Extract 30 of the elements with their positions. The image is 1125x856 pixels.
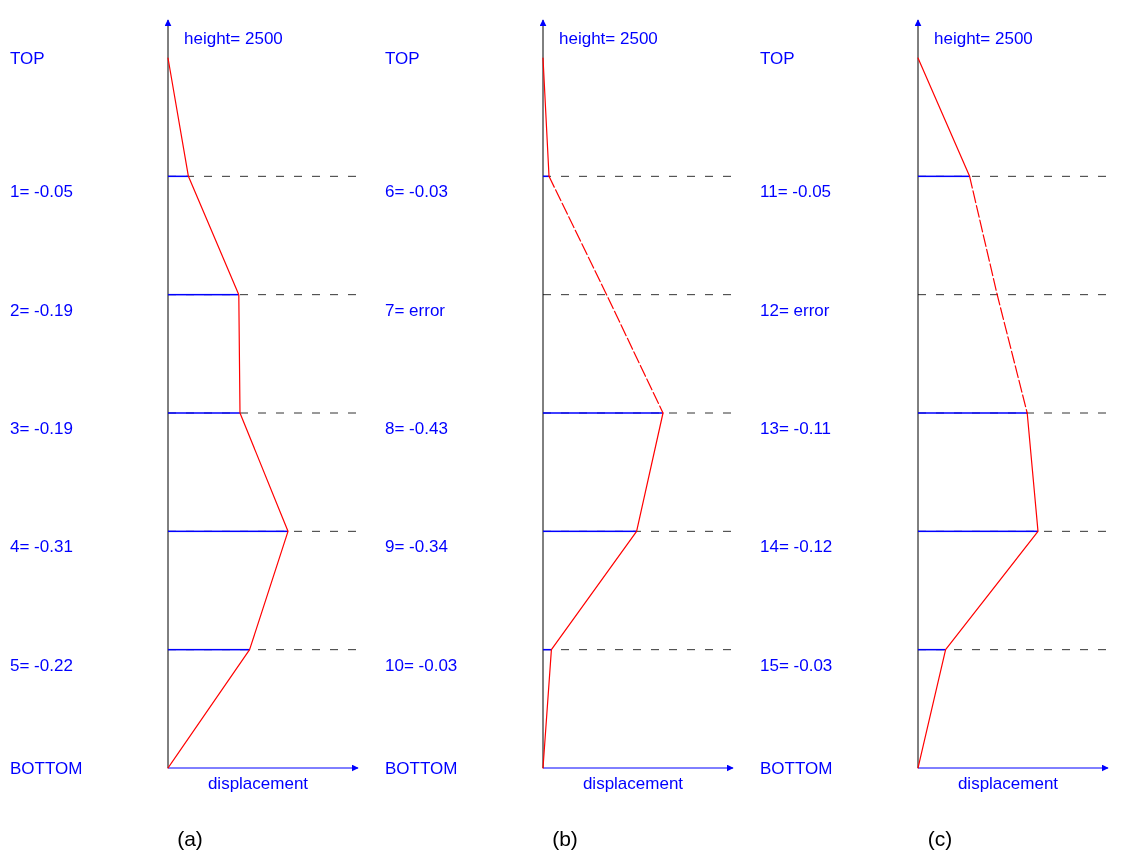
y-tick-label: TOP xyxy=(385,48,420,68)
y-tick-label: 11= -0.05 xyxy=(760,182,832,202)
y-tick-label: 12= error xyxy=(760,300,830,320)
y-tick-label: 13= -0.11 xyxy=(760,418,832,438)
text: (c) xyxy=(927,827,953,850)
y-tick-label: BOTTOM xyxy=(385,758,458,778)
y-axis-title: height= 2500 xyxy=(559,29,658,48)
y-tick-label: 10= -0.03 xyxy=(385,655,458,675)
x-axis-title: displacement xyxy=(957,774,1059,793)
y-tick-label: 6= -0.03 xyxy=(385,182,448,202)
text: (a) xyxy=(177,827,203,850)
y-tick-label: BOTTOM xyxy=(760,758,833,778)
y-tick-label: 8= -0.43 xyxy=(385,418,448,438)
y-tick-label: 1= -0.05 xyxy=(10,182,73,202)
y-tick-label: 15= -0.03 xyxy=(760,655,833,675)
text: (b) xyxy=(552,827,578,850)
y-tick-label: 9= -0.34 xyxy=(385,537,448,557)
y-tick-label: TOP xyxy=(760,48,795,68)
y-tick-label: 4= -0.31 xyxy=(10,537,73,557)
y-tick-label: 14= -0.12 xyxy=(760,537,833,557)
x-axis-title: displacement xyxy=(582,774,684,793)
y-tick-label: 5= -0.22 xyxy=(10,655,73,675)
y-tick-label: 7= error xyxy=(385,300,446,320)
y-tick-label: BOTTOM xyxy=(10,758,83,778)
y-tick-label: 2= -0.19 xyxy=(10,300,73,320)
y-axis-title: height= 2500 xyxy=(184,29,283,48)
y-tick-label: TOP xyxy=(10,48,45,68)
y-axis-title: height= 2500 xyxy=(934,29,1033,48)
x-axis-title: displacement xyxy=(207,774,309,793)
y-tick-label: 3= -0.19 xyxy=(10,418,73,438)
